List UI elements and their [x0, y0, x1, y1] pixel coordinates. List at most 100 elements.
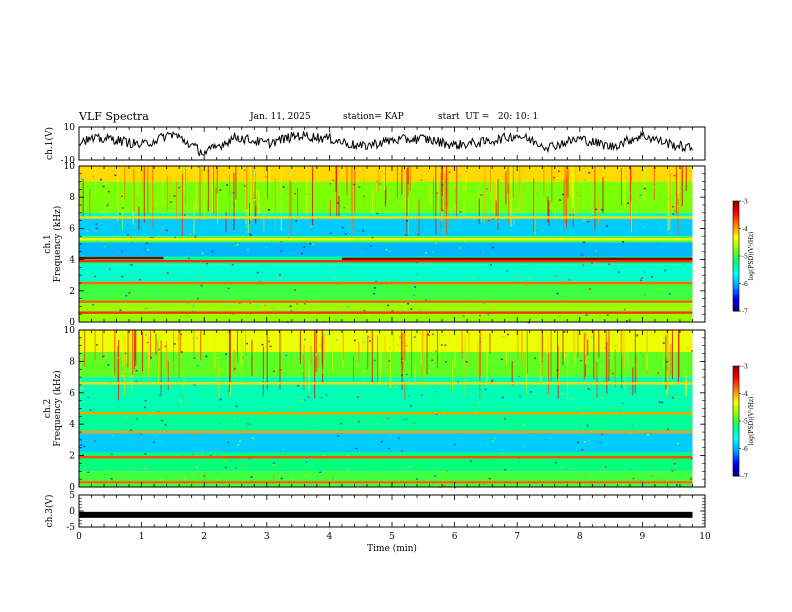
- ch2-spectrogram-streak: [557, 345, 559, 399]
- ch1-spectrogram-speckle: [130, 241, 133, 244]
- ch1-colorbar-swatch: [733, 237, 739, 240]
- ch1-spectrogram-streak: [409, 166, 411, 191]
- ch2-spectrogram-streak: [226, 330, 228, 378]
- ch2-spectrogram-speckle: [173, 343, 176, 345]
- ch2-spectrogram-speckle: [583, 474, 586, 476]
- ch1-spectrogram-speckle: [334, 318, 337, 321]
- ch2-spectrogram-streak: [218, 363, 220, 397]
- ch1-spectrogram-streak: [637, 184, 639, 202]
- ch2-spectrogram-speckle: [245, 425, 248, 428]
- ch1-spectrogram-streak: [567, 168, 569, 199]
- ch2-spectrogram-speckle: [500, 358, 503, 360]
- ch2-colorbar-swatch: [733, 404, 739, 407]
- ch1-spectrogram-speckle: [366, 314, 369, 317]
- ch2-spectrogram-streak: [614, 349, 616, 388]
- ch1-spectrogram-speckle: [295, 220, 298, 222]
- ch1-spectrogram-streak: [594, 166, 596, 231]
- ch2-spectrogram-streak: [677, 330, 679, 383]
- ch2-spectrogram-speckle: [134, 466, 137, 469]
- ch2-spectrogram-streak: [627, 344, 629, 368]
- ch1-spectrogram-streak: [678, 166, 680, 200]
- ch2-colorbar-swatch: [733, 413, 739, 416]
- ch1-spectrogram-streak: [235, 166, 237, 200]
- ch2-spectrogram-speckle: [619, 344, 622, 346]
- ch1-spectrogram-speckle: [219, 189, 222, 191]
- ch2-spectrogram-speckle: [500, 449, 503, 452]
- ch1-colorbar-tick-label: -3: [742, 199, 748, 206]
- ch2-colorbar-swatch: [733, 366, 739, 369]
- ch2-spectrogram-speckle: [338, 484, 341, 486]
- ch2-spectrogram-speckle: [356, 396, 359, 398]
- ch1-colorbar-swatch: [733, 239, 739, 242]
- ch1-spectrogram-speckle: [344, 276, 347, 279]
- ch2-spectrogram-speckle: [640, 352, 643, 355]
- ch2-spectrogram-streak: [173, 330, 175, 372]
- ch2-spectrogram-speckle: [534, 357, 537, 359]
- ch1-spectrogram-streak: [245, 166, 247, 225]
- ch1-spectrogram-speckle: [121, 207, 124, 209]
- ch1-spectrogram-speckle: [369, 245, 372, 247]
- ch2-spectrogram-speckle: [154, 435, 157, 437]
- ch2-spectrogram-speckle: [408, 466, 411, 468]
- ch1-spectrogram-speckle: [682, 263, 685, 265]
- ch2-spectrogram-streak: [621, 356, 623, 389]
- ch2-spectrogram-speckle: [98, 361, 101, 364]
- ch1-spectrogram-speckle: [171, 209, 174, 212]
- ch1-spectrogram-streak: [89, 188, 91, 224]
- ch2-spectrogram-speckle: [192, 433, 195, 435]
- ch1-spectrogram-streak: [437, 166, 439, 195]
- ch1-spectrogram-speckle: [652, 186, 655, 189]
- ch1-spectrogram-speckle: [107, 190, 110, 193]
- ch1-spectrogram-speckle: [102, 185, 105, 188]
- ch2-spectrogram-streak: [404, 330, 406, 361]
- ch2-spectrogram-speckle: [599, 441, 602, 444]
- ch1-spectrogram-streak: [620, 167, 622, 206]
- ch2-spectrogram-speckle: [237, 444, 240, 446]
- ch2-spectrogram-speckle: [434, 475, 437, 477]
- ch1-spectrogram-speckle: [573, 296, 576, 299]
- ch2-spectrogram-streak: [135, 330, 137, 366]
- ch2-spectrogram-speckle: [614, 344, 617, 347]
- ch1-spectrogram-speckle: [184, 214, 187, 216]
- ch2-spectrogram-speckle: [462, 351, 465, 353]
- ch1-spectrogram-speckle: [179, 316, 182, 318]
- ch1-spectrogram-speckle: [353, 183, 356, 186]
- ch2-spectrogram-ylabel: Frequency (kHz): [52, 370, 63, 447]
- ch2-spectrogram-speckle: [325, 333, 328, 335]
- ch2-spectrogram-speckle: [355, 447, 358, 450]
- ch2-spectrogram-speckle: [192, 337, 195, 340]
- ch2-spectrogram-speckle: [387, 447, 390, 450]
- ch1-spectrogram-speckle: [639, 223, 642, 225]
- ch1-spectrogram-streak: [564, 166, 566, 223]
- ch2-spectrogram-speckle: [560, 466, 563, 468]
- ch1-spectrogram-speckle: [119, 309, 122, 312]
- ch1-spectrogram-speckle: [268, 209, 271, 211]
- ch1-spectrogram-speckle: [587, 220, 590, 223]
- ch2-spectrogram-streak: [489, 333, 491, 354]
- ch3-waveform-ytick-label: -5: [66, 523, 75, 533]
- ch1-spectrogram-streak: [132, 180, 134, 225]
- ch1-spectrogram-speckle: [199, 166, 202, 169]
- ch1-spectrogram-streak: [503, 174, 505, 197]
- ch1-colorbar-swatch: [733, 296, 739, 299]
- ch2-spectrogram-streak: [279, 330, 281, 390]
- ch2-spectrogram-streak: [526, 330, 528, 374]
- ch1-spectrogram-speckle: [337, 202, 340, 204]
- ch2-spectrogram-streak: [379, 332, 381, 386]
- ch1-waveform-ytick-label: 10: [64, 123, 76, 133]
- ch2-spectrogram-streak: [562, 330, 564, 366]
- ch1-spectrogram-speckle: [439, 211, 442, 214]
- ch2-spectrogram-streak: [526, 330, 528, 394]
- ch1-spectrogram-streak: [379, 169, 381, 216]
- ch1-spectrogram-speckle: [638, 197, 641, 199]
- ch2-spectrogram-streak: [620, 330, 622, 356]
- ch1-spectrogram-speckle: [94, 287, 97, 289]
- ch1-colorbar-swatch: [733, 248, 739, 251]
- ch2-spectrogram-speckle: [302, 369, 305, 371]
- ch1-spectrogram-speckle: [193, 304, 196, 307]
- ch2-spectrogram-speckle: [431, 401, 434, 404]
- ch1-spectrogram-streak: [602, 177, 604, 214]
- ch1-spectrogram-speckle: [617, 271, 620, 274]
- ch2-colorbar-swatch: [733, 384, 739, 387]
- ch2-spectrogram-speckle: [614, 408, 617, 411]
